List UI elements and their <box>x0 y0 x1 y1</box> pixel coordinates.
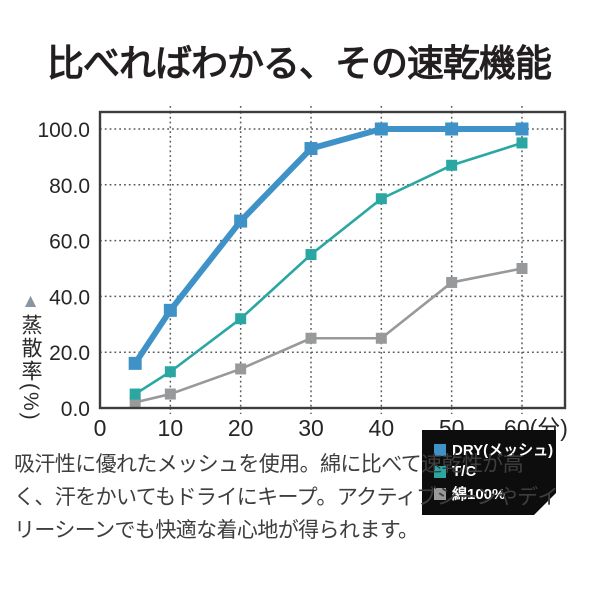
x-tick-label: 20 <box>228 415 254 441</box>
data-point-marker-t-c <box>129 388 141 400</box>
y-tick-label: 40.0 <box>49 286 90 309</box>
data-point-marker-dry- <box>304 142 318 156</box>
description-line: 吸汗性に優れたメッシュを使用。綿に比べて速乾性が高 <box>14 453 524 476</box>
data-point-marker--100- <box>235 363 247 375</box>
data-point-marker--100- <box>129 396 141 408</box>
y-axis-label: 蒸散率(%) <box>19 314 42 422</box>
plot-area <box>100 112 565 408</box>
y-tick-label: 100.0 <box>37 119 90 142</box>
data-point-marker--100- <box>375 332 387 344</box>
legend-label: 綿100% <box>452 486 506 503</box>
data-point-marker-t-c <box>516 137 528 149</box>
data-point-marker--100- <box>446 276 458 288</box>
y-tick-label: 20.0 <box>49 342 90 365</box>
data-point-marker--100- <box>516 263 528 274</box>
y-tick-label: 60.0 <box>49 231 90 254</box>
legend-swatch-icon <box>434 466 446 478</box>
legend-item: DRY(メッシュ) <box>434 439 548 460</box>
data-point-marker-t-c <box>305 249 317 261</box>
data-point-marker-t-c <box>164 366 176 378</box>
legend-item: 綿100% <box>434 483 548 504</box>
legend-label: DRY(メッシュ) <box>452 442 554 459</box>
data-point-marker-t-c <box>375 193 387 205</box>
data-point-marker-dry- <box>445 122 459 136</box>
legend-label: T/C <box>452 463 477 480</box>
page-title: 比べればわかる、その速乾機能 <box>47 43 552 84</box>
y-axis-title: ▲ 蒸散率(%) <box>19 291 42 422</box>
triangle-up-icon: ▲ <box>21 291 40 312</box>
description-line: く、汗をかいてもドライにキープ。アクティブシーンやデイ <box>14 486 558 509</box>
data-point-marker-dry- <box>163 303 177 317</box>
legend-swatch-icon <box>434 444 446 456</box>
description-line: リーシーンでも快適な着心地が得られます。 <box>14 519 419 542</box>
chart-legend: DRY(メッシュ) T/C 綿100% <box>422 430 556 515</box>
data-point-marker-dry- <box>515 122 529 136</box>
x-tick-label: 0 <box>94 415 107 441</box>
data-point-marker-dry- <box>128 356 142 370</box>
data-point-marker-dry- <box>374 122 388 136</box>
y-tick-label: 80.0 <box>49 175 90 198</box>
x-tick-label: 30 <box>298 415 324 441</box>
x-tick-label: 40 <box>369 415 395 441</box>
plot-border <box>98 110 567 410</box>
legend-item: T/C <box>434 463 548 480</box>
data-point-marker--100- <box>305 332 317 344</box>
data-point-marker-t-c <box>235 313 247 325</box>
data-point-marker--100- <box>164 388 176 400</box>
description: 吸汗性に優れたメッシュを使用。綿に比べて速乾性が高 く、汗をかいてもドライにキー… <box>14 448 590 547</box>
x-tick-label: 10 <box>158 415 184 441</box>
data-point-marker-t-c <box>446 159 458 171</box>
legend-swatch-icon <box>434 488 446 500</box>
y-tick-label: 0.0 <box>61 398 90 421</box>
evaporation-rate-chart: ▲ 蒸散率(%) 0.0 20.0 40.0 60.0 80.0 100.0 0 10 20 30… <box>0 92 600 447</box>
data-point-marker-dry- <box>234 214 248 228</box>
